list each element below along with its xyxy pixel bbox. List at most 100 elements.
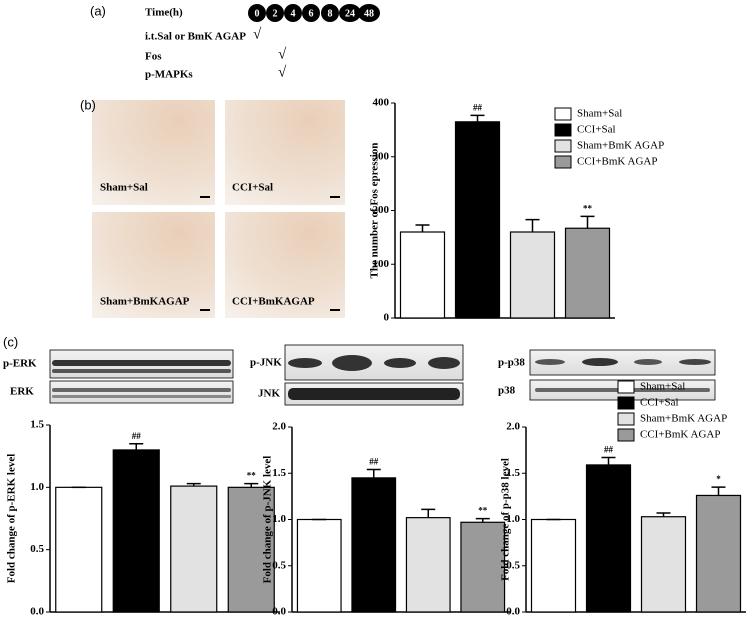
error-bar <box>470 114 485 122</box>
legend-label: CCI+Sal <box>577 124 616 136</box>
micrographs <box>92 100 345 318</box>
legend-swatch <box>617 396 635 410</box>
legend-swatch <box>554 155 572 169</box>
significance: ## <box>604 445 614 455</box>
legend-label: CCI+Sal <box>640 397 679 409</box>
row-label: i.t.Sal or BmK AGAP <box>145 31 246 43</box>
image-label: CCI+BmKAGAP <box>232 296 315 308</box>
timepoint: 2 <box>273 8 278 19</box>
time-badge <box>302 4 320 22</box>
check-mark: √ <box>278 64 287 80</box>
y-tick-label: 0.5 <box>30 543 44 555</box>
legend-swatch <box>617 412 635 426</box>
image-label: CCI+Sal <box>232 182 273 194</box>
error-bar <box>580 215 595 229</box>
y-tick-label: 1.5 <box>272 467 286 479</box>
legend-label: Sham+Sal <box>577 108 622 120</box>
significance: ## <box>473 102 483 112</box>
y-tick-label: 1.5 <box>506 467 520 479</box>
time-badge <box>339 4 361 22</box>
panel-label: (b) <box>80 97 96 112</box>
legend-label: CCI+BmK AGAP <box>640 429 720 441</box>
timepoint: 0 <box>255 8 260 19</box>
check-mark: √ <box>278 46 287 62</box>
bar <box>55 486 103 613</box>
y-tick-label: 300 <box>373 150 390 162</box>
timepoint: 48 <box>364 8 374 19</box>
y-axis-label: The number of Fos epression <box>369 143 381 279</box>
legend-label: Sham+BmK AGAP <box>577 140 664 152</box>
error-bar <box>711 486 726 496</box>
timepoint: 6 <box>309 8 314 19</box>
bar <box>170 485 218 613</box>
blot-label: p-JNK <box>250 357 282 369</box>
error-bar <box>475 517 490 523</box>
image-label: Sham+Sal <box>100 182 148 194</box>
micrograph <box>92 212 215 318</box>
bar <box>640 516 687 613</box>
y-tick-label: 1.0 <box>506 513 520 525</box>
bar <box>585 464 632 613</box>
bar <box>296 518 342 613</box>
panel-label: (c) <box>3 334 18 349</box>
check-mark: √ <box>253 26 262 42</box>
legend-label: Sham+Sal <box>640 381 685 393</box>
y-tick-label: 0.5 <box>506 559 520 571</box>
legend-label: Sham+BmK AGAP <box>640 413 727 425</box>
timepoint: 24 <box>345 8 355 19</box>
image-label: Sham+BmKAGAP <box>100 296 190 308</box>
y-tick-label: 1.0 <box>30 481 44 493</box>
bar <box>112 449 160 613</box>
time-badge <box>284 4 302 22</box>
y-axis-label: Fold change of p-p38 level <box>500 458 512 581</box>
error-bar <box>366 468 381 478</box>
row-label: Fos <box>145 51 162 63</box>
legend-swatch <box>554 123 572 137</box>
y-tick-label: 1.0 <box>272 513 286 525</box>
y-tick-label: 2.0 <box>272 421 286 433</box>
y-tick-label: 0.0 <box>272 606 286 618</box>
micrograph <box>92 100 215 205</box>
error-bar <box>656 512 671 517</box>
y-tick-label: 400 <box>373 97 390 109</box>
panel-label: (a) <box>90 3 106 18</box>
y-tick-label: 200 <box>373 204 390 216</box>
bar <box>351 477 397 613</box>
legend-swatch <box>617 380 635 394</box>
error-bar <box>186 482 201 487</box>
y-tick-label: 100 <box>373 258 390 270</box>
y-axis-label: Fold change of p-ERK level <box>6 454 18 584</box>
time-badge <box>358 4 380 22</box>
significance: ## <box>132 431 142 441</box>
time-label: Time(h) <box>145 7 183 19</box>
significance: ** <box>247 471 257 481</box>
bar <box>509 231 556 319</box>
legend-swatch <box>617 428 635 442</box>
blot-label: p38 <box>498 385 516 397</box>
error-bar <box>129 442 144 450</box>
significance: * <box>716 474 721 484</box>
micrograph <box>225 212 345 318</box>
bar <box>460 521 506 613</box>
timepoint: 4 <box>291 8 296 19</box>
blot-label: p-ERK <box>3 358 37 370</box>
error-bar <box>421 508 436 518</box>
bar <box>530 518 577 613</box>
y-tick-label: 1.5 <box>30 419 44 431</box>
bar <box>405 517 451 613</box>
legend-swatch <box>554 139 572 153</box>
y-tick-label: 0.0 <box>30 606 44 618</box>
timepoint: 8 <box>328 8 333 19</box>
y-tick-label: 0 <box>384 312 390 324</box>
legend-label: CCI+BmK AGAP <box>577 156 657 168</box>
time-badge <box>266 4 284 22</box>
blot-bands <box>52 355 711 400</box>
significance: ## <box>369 457 379 467</box>
y-tick-label: 0.0 <box>506 606 520 618</box>
bar <box>399 231 446 319</box>
blot-label: p-p38 <box>498 357 525 369</box>
time-badge <box>248 4 266 22</box>
bar <box>564 227 611 319</box>
time-badge <box>321 4 339 22</box>
